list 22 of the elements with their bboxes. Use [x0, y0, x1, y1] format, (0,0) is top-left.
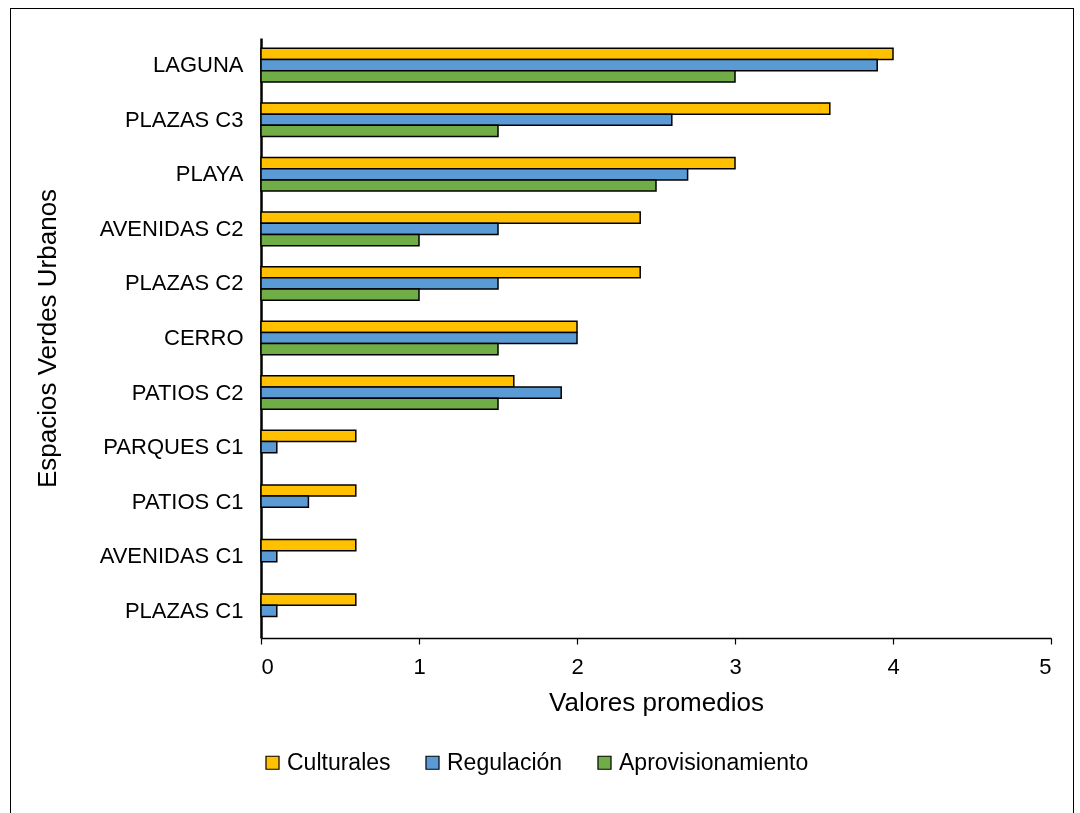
legend-label: Aprovisionamiento [619, 748, 809, 775]
y-tick-label: AVENIDAS C2 [99, 215, 244, 241]
legend-label: Regulación [447, 748, 563, 775]
y-tick-label: CERRO [164, 325, 244, 350]
x-tick-label: 2 [571, 653, 584, 679]
y-tick-label: PATIOS C2 [131, 379, 244, 405]
x-tick-label: 4 [887, 653, 900, 679]
y-tick-label: PLAZAS C1 [124, 597, 244, 623]
x-axis-title: Valores promedios [549, 686, 764, 717]
x-tick-label: 1 [413, 653, 426, 679]
x-tick-label: 0 [261, 653, 274, 679]
x-tick-label: 5 [1039, 653, 1052, 679]
x-tick-label: 3 [729, 653, 742, 679]
y-tick-label: PLAYA [175, 161, 244, 187]
y-tick-label: PATIOS C1 [131, 488, 244, 514]
y-tick-label: PARQUES C1 [103, 434, 244, 460]
y-tick-label: PLAZAS C2 [124, 270, 244, 296]
y-tick-label: PLAZAS C3 [124, 106, 244, 132]
y-axis-title: Espacios Verdes Urbanos [31, 188, 62, 489]
y-tick-label: LAGUNA [153, 52, 244, 78]
legend-label: Culturales [287, 748, 391, 775]
y-tick-label: AVENIDAS C1 [99, 543, 244, 569]
